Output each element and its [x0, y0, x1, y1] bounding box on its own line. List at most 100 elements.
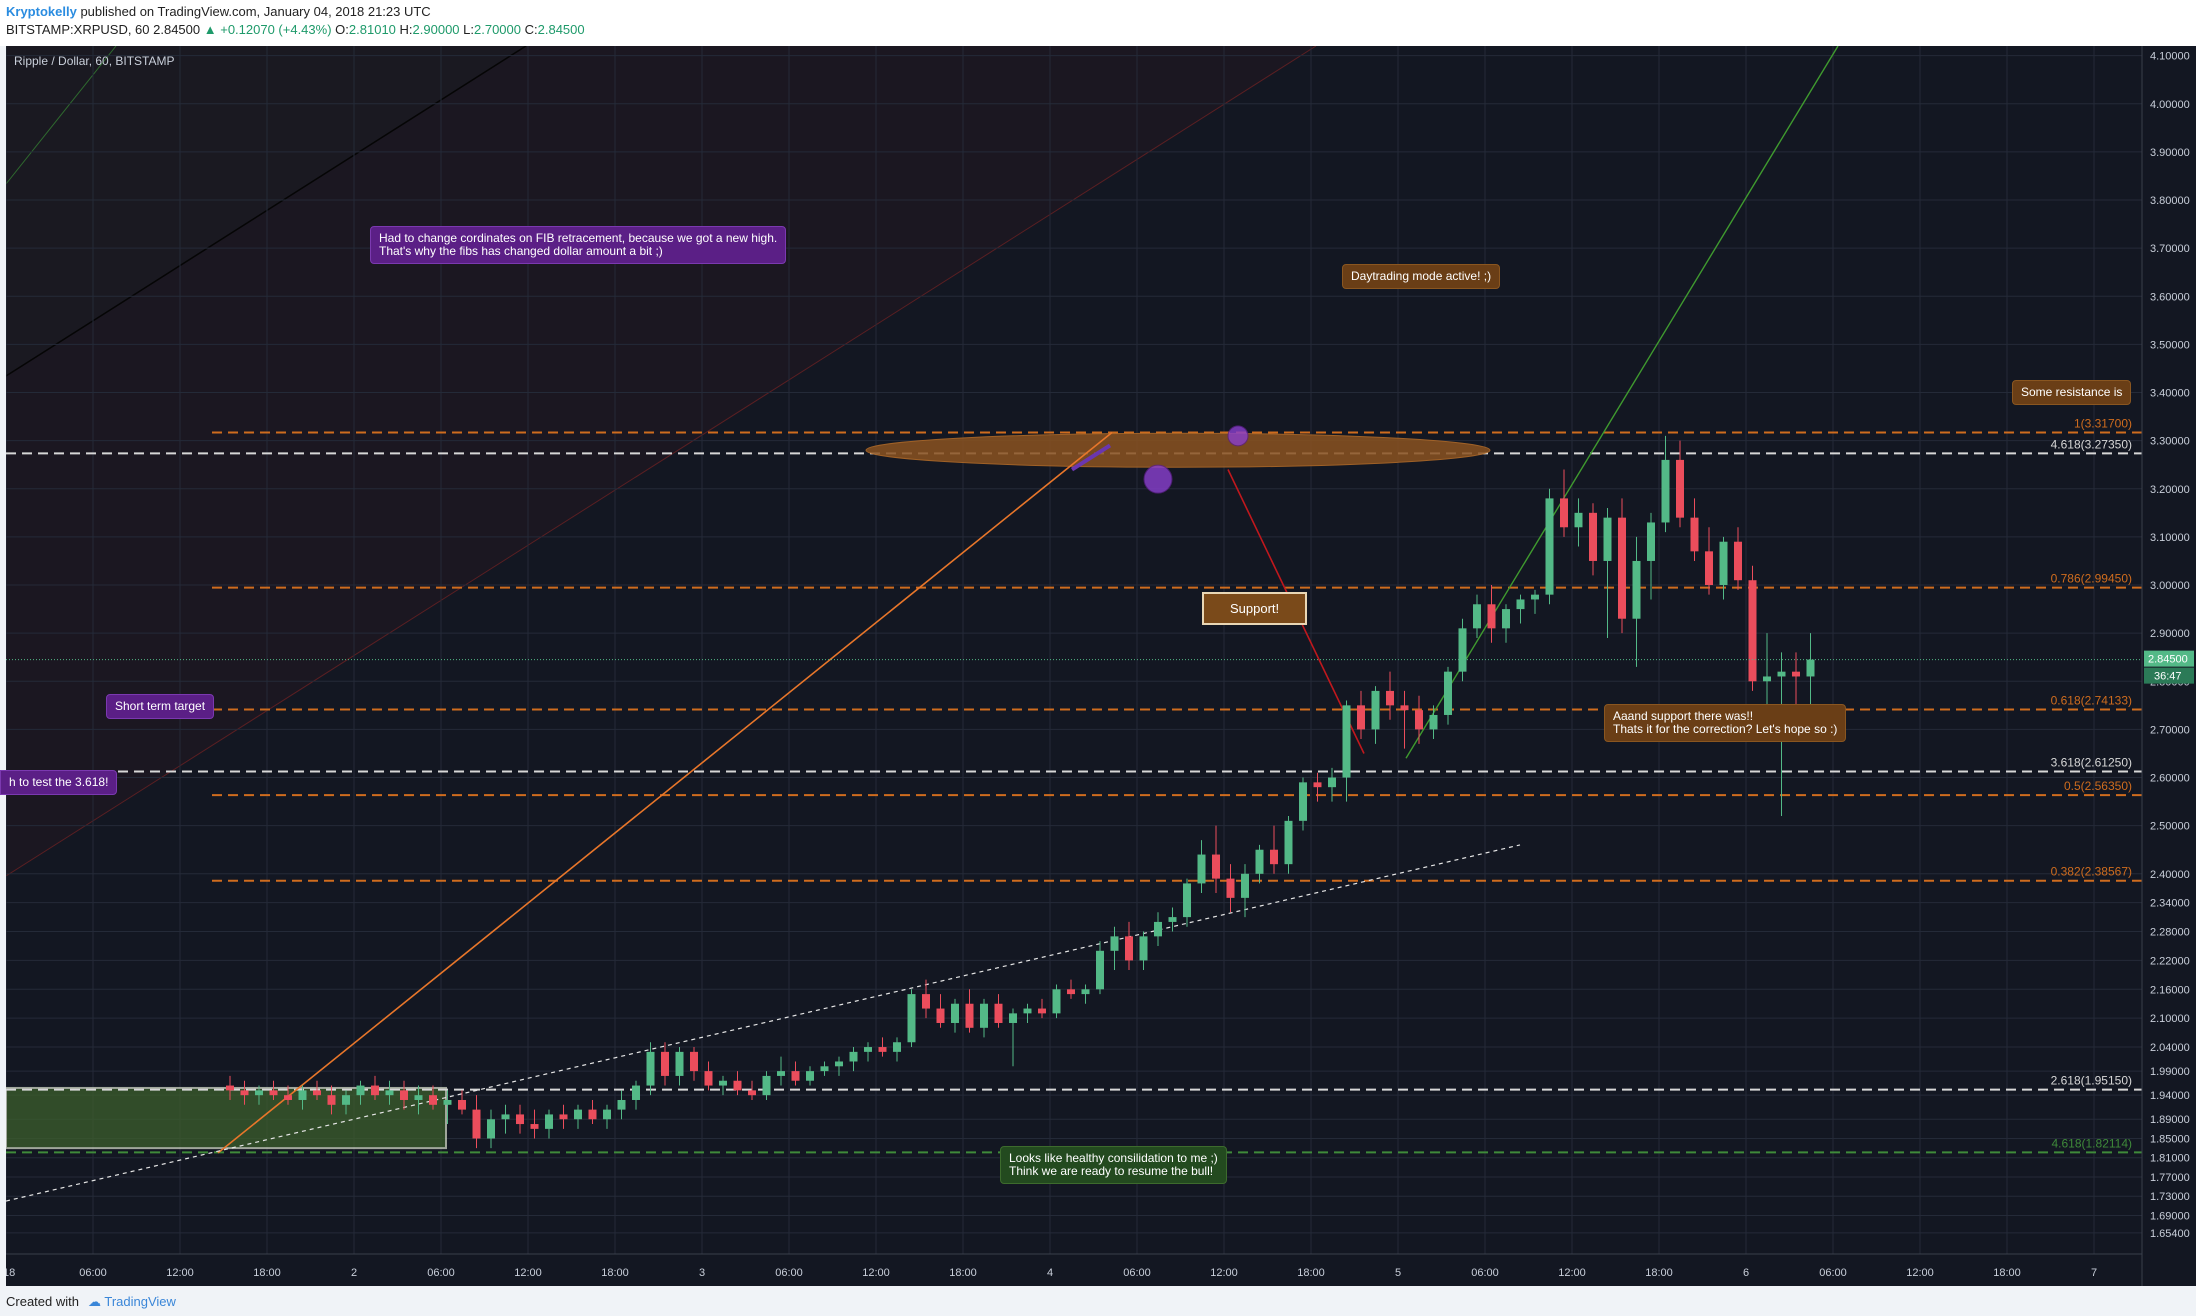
candle-body	[356, 1085, 365, 1096]
chart-area[interactable]: 018 06:00 12:00 18:00 2 06:00 12:00 18:00 3 06:00…	[0, 46, 2196, 1286]
candle-body	[617, 1099, 626, 1110]
tradingview-logo[interactable]: ☁ TradingView	[88, 1294, 176, 1309]
candle-body	[1603, 517, 1612, 561]
price-tick-label: 3.50000	[2150, 339, 2190, 351]
candle-body	[1545, 498, 1554, 595]
time-tick-label: 3	[699, 1267, 705, 1279]
ohlc-low: 2.70000	[474, 22, 521, 37]
time-tick-label: 18:00	[1993, 1267, 2021, 1279]
candle-body	[1531, 594, 1539, 600]
author-link[interactable]: Kryptokelly	[6, 4, 77, 19]
symbol-line: BITSTAMP:XRPUSD, 60 2.84500 ▲ +0.12070 (…	[6, 22, 585, 37]
time-tick-label: 12:00	[1210, 1267, 1238, 1279]
candle-body	[1096, 950, 1104, 990]
candle-body	[675, 1051, 684, 1076]
candle-body	[661, 1051, 669, 1076]
price-tick-label: 1.89000	[2150, 1114, 2190, 1126]
candle-body	[1705, 551, 1713, 586]
fan-line-green	[6, 46, 117, 185]
fib-level-label: 4.618(1.82114)	[2051, 1136, 2132, 1150]
candle-body	[400, 1090, 408, 1100]
candle-body	[1429, 714, 1438, 730]
candlestick-chart[interactable]: 018 06:00 12:00 18:00 2 06:00 12:00 18:00 3 06:00…	[6, 46, 2196, 1286]
candle-body	[1255, 849, 1264, 874]
candle-body	[516, 1114, 524, 1125]
candle-body	[1183, 883, 1191, 918]
candle-body	[1574, 512, 1583, 528]
ohlc-close: 2.84500	[537, 22, 585, 37]
candle-body	[1081, 989, 1090, 995]
time-tick-label: 6	[1743, 1267, 1749, 1279]
candle-body	[1415, 710, 1423, 730]
fib-level-label: 0.786(2.99450)	[2051, 572, 2132, 586]
price-tick-label: 3.90000	[2150, 147, 2190, 159]
candle-body	[1197, 854, 1206, 884]
ohlc-high: 2.90000	[412, 22, 460, 37]
candle-body	[1212, 854, 1220, 879]
time-tick-label: 18:00	[1645, 1267, 1673, 1279]
resistance-callout: Some resistance is	[2012, 380, 2132, 405]
price-tick-label: 2.04000	[2150, 1042, 2190, 1054]
fib-level-label: 0.5(2.56350)	[2064, 779, 2132, 793]
time-tick-label: 018	[6, 1267, 15, 1279]
candle-body	[472, 1109, 481, 1139]
price-change: ▲ +0.12070 (+4.43%)	[203, 22, 332, 37]
time-tick-label: 12:00	[862, 1267, 890, 1279]
candle-body	[1139, 936, 1148, 961]
price-tick-label: 3.40000	[2150, 388, 2190, 400]
price-tick-label: 2.22000	[2150, 955, 2190, 967]
time-tick-label: 06:00	[1123, 1267, 1151, 1279]
countdown-badge-label: 36:47	[2154, 671, 2182, 683]
resistance-zone	[865, 432, 1491, 468]
candle-body	[1763, 676, 1771, 682]
candle-body	[849, 1051, 858, 1062]
candle-body	[922, 994, 930, 1009]
candle-body	[1284, 820, 1293, 865]
candle-body	[1241, 873, 1249, 898]
candle-body	[1357, 705, 1365, 730]
candle-body	[255, 1090, 263, 1096]
candle-body	[878, 1047, 887, 1052]
candle-body	[1560, 498, 1568, 528]
fib-level-label: 1(3.31700)	[2074, 416, 2132, 430]
symbol-price: BITSTAMP:XRPUSD, 60 2.84500	[6, 22, 201, 37]
candle-body	[1386, 690, 1394, 706]
candle-body	[762, 1075, 771, 1096]
time-tick-label: 06:00	[427, 1267, 455, 1279]
ohlc-open: 2.81010	[348, 22, 396, 37]
price-tick-label: 2.70000	[2150, 724, 2190, 736]
ohlc-open-label: O:	[335, 22, 349, 37]
candle-body	[907, 994, 916, 1043]
green-projection-line	[1405, 46, 1839, 759]
price-tick-label: 1.94000	[2150, 1090, 2190, 1102]
last-price-badge-label: 2.84500	[2148, 654, 2188, 666]
candle-body	[1719, 541, 1728, 586]
time-tick-label: 18:00	[601, 1267, 629, 1279]
candle-body	[748, 1090, 756, 1096]
consolidation-box	[6, 1086, 447, 1150]
candle-body	[342, 1095, 350, 1105]
candle-body	[1792, 671, 1800, 677]
top-marker-1	[1143, 464, 1173, 494]
consolidation-callout: Looks like healthy consilidation to me ;…	[1000, 1146, 1227, 1184]
candle-body	[1400, 705, 1409, 711]
candle-body	[588, 1109, 597, 1120]
price-tick-label: 3.70000	[2150, 243, 2190, 255]
fan-line-red	[6, 46, 1317, 877]
candle-body	[1661, 459, 1670, 523]
price-tick-label: 2.28000	[2150, 927, 2190, 939]
time-tick-label: 5	[1395, 1267, 1401, 1279]
candle-body	[385, 1090, 394, 1096]
candle-body	[806, 1071, 814, 1081]
candle-body	[226, 1085, 234, 1091]
candle-body	[632, 1085, 640, 1100]
publish-line: Kryptokelly published on TradingView.com…	[6, 4, 431, 19]
candle-body	[1023, 1008, 1032, 1014]
price-tick-label: 1.65400	[2150, 1228, 2190, 1240]
candle-body	[835, 1061, 843, 1067]
candle-body	[1690, 517, 1699, 552]
candle-body	[458, 1099, 466, 1110]
candle-body	[1734, 541, 1742, 581]
candle-body	[719, 1080, 727, 1086]
candle-body	[980, 1003, 988, 1028]
